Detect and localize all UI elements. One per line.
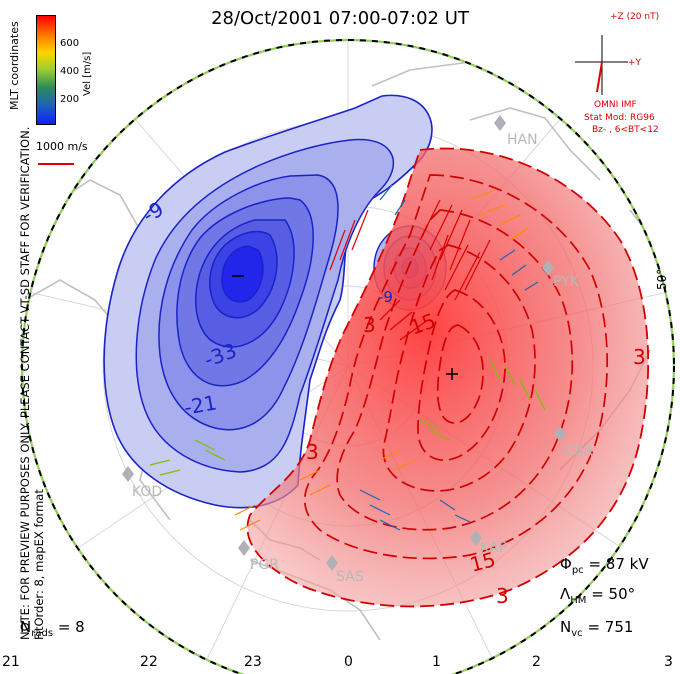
station-kod: KOD (132, 484, 163, 500)
lambda-stat: ΛHM = 50° (560, 585, 636, 606)
contour-label-pos-4: 3 (306, 440, 319, 464)
contour-label-pos-1: 3 (363, 313, 376, 337)
dusk-cell (103, 94, 447, 509)
velocity-colorbar (36, 15, 56, 125)
phi-stat: Φpc = 87 kV (560, 555, 649, 576)
station-kap: KAP (480, 540, 507, 556)
mlt-tick-2: 2 (532, 654, 541, 670)
preview-note: NOTE: FOR PREVIEW PURPOSES ONLY. PLEASE … (18, 126, 46, 640)
colorbar-tick-400: 400 (60, 66, 80, 77)
nvc-stat: Nvc = 751 (560, 618, 634, 639)
imf-clock (575, 35, 628, 95)
coordinate-label: MLT coordinates (8, 21, 21, 110)
contour-label-neg-4: -9 (378, 288, 393, 306)
mlt-tick-3: 3 (664, 654, 673, 670)
mlt-tick-1: 1 (432, 654, 441, 670)
imf-source: OMNI IMF (594, 100, 637, 110)
station-han: HAN (507, 132, 538, 148)
colorbar-tick-200: 200 (60, 94, 80, 105)
colorbar-label: Vel [m/s] (82, 51, 93, 96)
imf-z-label: +Z (20 nT) (610, 12, 660, 22)
scale-label: 1000 m/s (36, 140, 88, 153)
mlt-tick-23: 23 (244, 654, 262, 670)
station-gbr: GBR (563, 444, 594, 460)
page-title: 28/Oct/2001 07:00-07:02 UT (211, 8, 469, 29)
imf-y-label: +Y (628, 58, 642, 68)
latitude-label: 50° (655, 268, 669, 290)
mlt-tick-22: 22 (140, 654, 158, 670)
contour-label-pos-3: 3 (633, 345, 646, 369)
colorbar-tick-600: 600 (60, 38, 80, 49)
imf-model: Stat Mod: RG96 (584, 113, 655, 123)
station-markers (122, 115, 566, 571)
contour-label-pos-6: 3 (496, 584, 509, 608)
velocity-vectors (149, 184, 546, 531)
mlt-tick-21: 21 (2, 654, 20, 670)
station-sas: SAS (336, 569, 364, 585)
imf-condition: Bz- , 6<BT<12 (592, 125, 659, 135)
station-pyk: PYK (553, 274, 579, 290)
scale-arrow (38, 163, 74, 165)
mlt-tick-0: 0 (344, 654, 353, 670)
nrads-stat: Nrads = 8 (20, 618, 85, 639)
station-pgr: PGR (250, 557, 280, 573)
